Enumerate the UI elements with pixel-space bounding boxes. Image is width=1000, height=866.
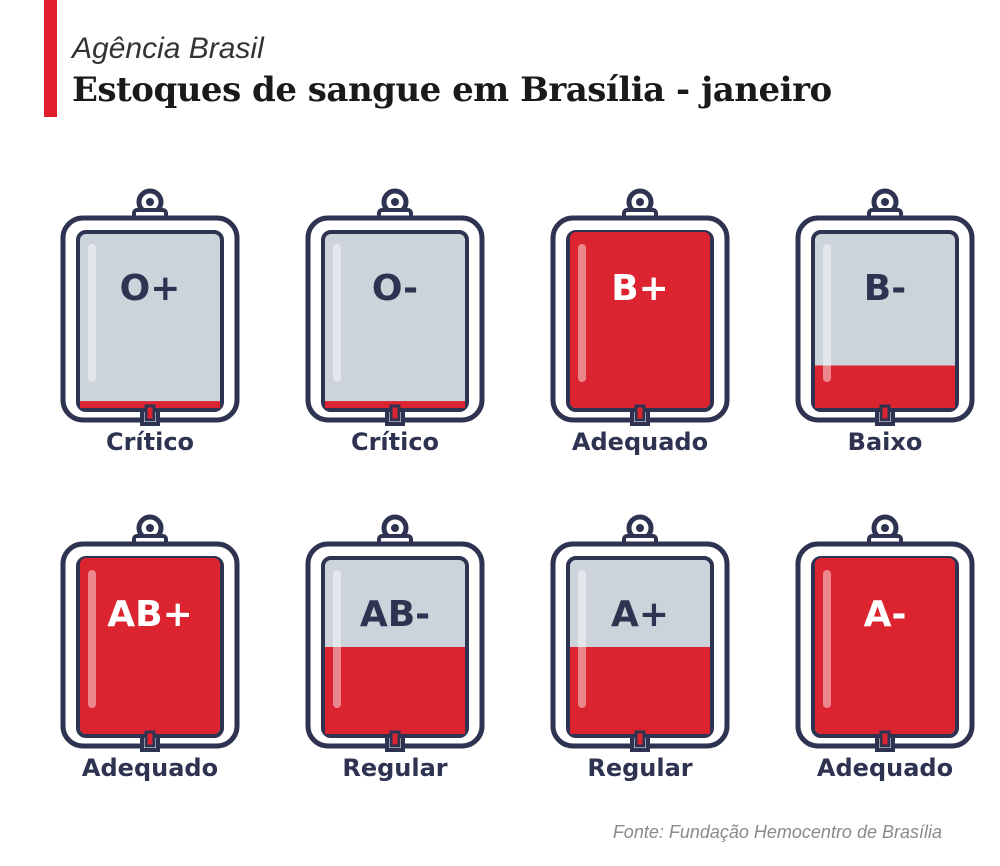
blood-bag-o-positive: O+ Crítico bbox=[60, 186, 240, 456]
bag-svg bbox=[60, 514, 240, 752]
bag-valve bbox=[634, 404, 646, 422]
blood-type-label: A+ bbox=[610, 594, 670, 635]
stock-status-label: Adequado bbox=[81, 754, 219, 782]
hanger-hole bbox=[881, 198, 889, 206]
blood-type-label: O+ bbox=[119, 268, 181, 309]
blood-bag-a-negative: A- Adequado bbox=[795, 512, 975, 782]
stock-status-label: Crítico bbox=[350, 428, 440, 456]
blood-type-label: B- bbox=[863, 268, 907, 309]
blood-bag-b-positive: B+ Adequado bbox=[550, 186, 730, 456]
bag-shine bbox=[578, 570, 586, 708]
blood-fill bbox=[80, 558, 220, 734]
stock-status-label: Crítico bbox=[105, 428, 195, 456]
blood-bag-ab-negative: AB- Regular bbox=[305, 512, 485, 782]
blood-type-label: AB+ bbox=[107, 594, 193, 635]
bag-shine bbox=[578, 244, 586, 382]
blood-type-label: A- bbox=[863, 594, 907, 635]
bag-valve bbox=[634, 730, 646, 748]
bag-valve bbox=[879, 730, 891, 748]
bag-svg bbox=[60, 188, 240, 426]
blood-fill bbox=[815, 365, 955, 408]
bag-svg bbox=[305, 514, 485, 752]
bag-svg bbox=[795, 188, 975, 426]
hanger-hole bbox=[146, 524, 154, 532]
blood-bag-a-positive: A+ Regular bbox=[550, 512, 730, 782]
bag-svg bbox=[550, 514, 730, 752]
stock-status-label: Adequado bbox=[816, 754, 954, 782]
blood-fill bbox=[815, 558, 955, 734]
blood-fill bbox=[570, 232, 710, 408]
bag-shine bbox=[823, 244, 831, 382]
blood-bag-ab-positive: AB+ Adequado bbox=[60, 512, 240, 782]
bag-svg bbox=[795, 514, 975, 752]
bag-inner bbox=[321, 230, 469, 412]
hanger-hole bbox=[636, 524, 644, 532]
blood-type-label: O- bbox=[371, 268, 419, 309]
hanger-hole bbox=[391, 524, 399, 532]
hanger-hole bbox=[146, 198, 154, 206]
blood-fill bbox=[570, 647, 710, 734]
blood-bag-o-negative: O- Crítico bbox=[305, 186, 485, 456]
bag-svg bbox=[550, 188, 730, 426]
hanger-hole bbox=[391, 198, 399, 206]
stock-status-label: Regular bbox=[342, 754, 448, 782]
stock-status-label: Regular bbox=[587, 754, 693, 782]
blood-type-label: B+ bbox=[611, 268, 669, 309]
bag-shine bbox=[88, 570, 96, 708]
blood-type-label: AB- bbox=[359, 594, 431, 635]
brand-name: Agência Brasil bbox=[72, 32, 264, 65]
bag-valve bbox=[389, 730, 401, 748]
source-credit: Fonte: Fundação Hemocentro de Brasília bbox=[612, 822, 942, 842]
bag-shine bbox=[333, 244, 341, 382]
stock-status-label: Adequado bbox=[571, 428, 709, 456]
page-title: Estoques de sangue em Brasília - janeiro bbox=[72, 70, 832, 110]
bag-valve bbox=[879, 404, 891, 422]
bag-valve bbox=[144, 730, 156, 748]
blood-fill bbox=[325, 647, 465, 734]
hanger-hole bbox=[636, 198, 644, 206]
bag-shine bbox=[333, 570, 341, 708]
bag-shine bbox=[823, 570, 831, 708]
stock-status-label: Baixo bbox=[847, 428, 923, 456]
bag-valve bbox=[144, 404, 156, 422]
bag-inner bbox=[76, 230, 224, 412]
bag-svg bbox=[305, 188, 485, 426]
hanger-hole bbox=[881, 524, 889, 532]
bag-valve bbox=[389, 404, 401, 422]
blood-bag-b-negative: B- Baixo bbox=[795, 186, 975, 456]
accent-bar bbox=[44, 0, 57, 117]
bag-shine bbox=[88, 244, 96, 382]
